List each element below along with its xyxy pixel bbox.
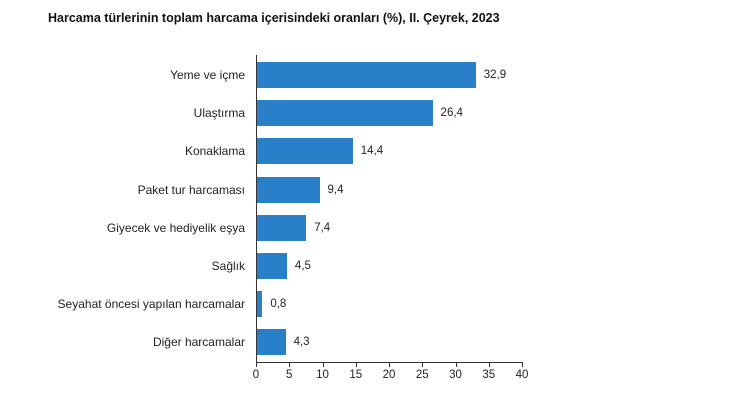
bar-row: Ulaştırma 26,4 — [0, 100, 740, 127]
bar — [257, 253, 287, 279]
value-label: 26,4 — [440, 107, 463, 120]
x-axis-tick — [455, 362, 457, 367]
bar — [257, 291, 263, 318]
category-label: Seyahat öncesi yapılan harcamalar — [57, 297, 245, 312]
value-label: 4,3 — [293, 336, 310, 349]
bar — [257, 138, 353, 165]
value-label: 4,5 — [294, 260, 311, 272]
bar — [257, 100, 433, 127]
category-label: Diğer harcamalar — [152, 335, 245, 350]
category-label: Ulaştırma — [193, 106, 245, 121]
bar-row: Paket tur harcaması 9,4 — [0, 176, 740, 203]
value-label: 0,8 — [270, 298, 287, 311]
x-axis-tick-label: 5 — [286, 369, 293, 381]
bar-row: Giyecek ve hediyelik eşya 7,4 — [0, 214, 740, 241]
category-label: Konaklama — [184, 144, 245, 159]
bar — [257, 62, 476, 88]
bar — [257, 329, 286, 356]
x-axis-tick — [389, 362, 390, 367]
x-axis-tick-label: 30 — [449, 369, 462, 381]
value-label: 14,4 — [360, 145, 384, 158]
x-axis-tick — [355, 362, 357, 367]
x-axis-tick-label: 20 — [382, 369, 396, 381]
x-axis-tick-label: 25 — [415, 369, 429, 381]
value-label: 7,4 — [314, 221, 331, 234]
category-label: Yeme ve içme — [170, 68, 245, 82]
value-label: 9,4 — [327, 183, 344, 196]
x-axis-tick-label: 35 — [482, 369, 496, 381]
bar-row: Seyahat öncesi yapılan harcamalar 0,8 — [0, 291, 740, 318]
bar-row: Yeme ve içme 32,9 — [0, 62, 740, 88]
bar-row: Sağlık 4,5 — [0, 253, 740, 279]
bar-row: Diğer harcamalar 4,3 — [0, 329, 740, 356]
category-label: Paket tur harcaması — [137, 182, 245, 197]
x-axis-tick-label: 40 — [515, 369, 529, 381]
x-axis-tick — [422, 362, 424, 367]
x-axis-tick-label: 15 — [349, 369, 363, 381]
bar-row: Konaklama 14,4 — [0, 138, 740, 165]
x-axis-tick-label: 10 — [316, 369, 329, 381]
bar — [257, 176, 320, 203]
x-axis-tick — [289, 362, 291, 367]
x-axis-tick — [488, 362, 490, 367]
x-axis-tick — [522, 362, 523, 367]
chart-title: Harcama türlerinin toplam harcama içeris… — [48, 11, 500, 25]
value-label: 32,9 — [483, 69, 507, 81]
x-axis-tick — [256, 362, 257, 367]
y-axis-line — [256, 55, 257, 363]
category-label: Giyecek ve hediyelik eşya — [106, 220, 245, 235]
x-axis-tick — [322, 362, 324, 367]
bar — [257, 214, 307, 241]
category-label: Sağlık — [211, 259, 245, 273]
x-axis-tick-label: 0 — [252, 369, 260, 381]
